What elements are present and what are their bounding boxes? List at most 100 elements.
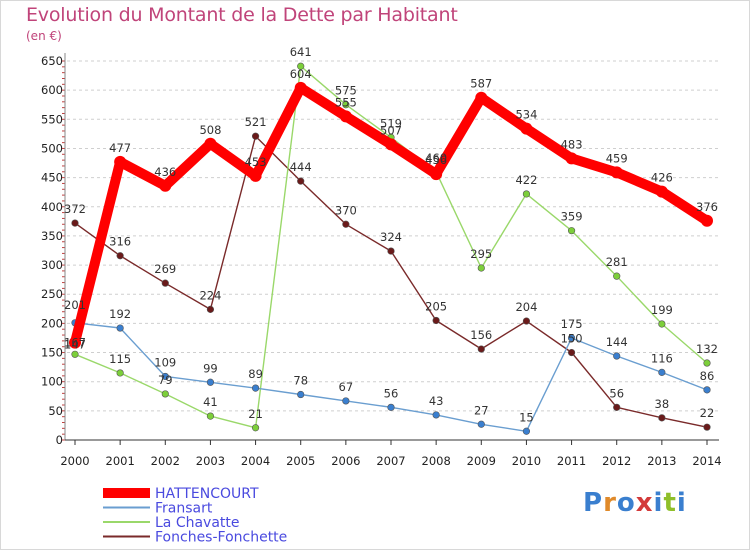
data-point bbox=[385, 138, 397, 151]
data-point bbox=[71, 350, 79, 358]
logo-letter: x bbox=[635, 488, 654, 518]
data-label: 269 bbox=[154, 262, 176, 276]
data-label: 453 bbox=[245, 155, 267, 169]
data-label: 86 bbox=[700, 369, 715, 383]
data-label: 436 bbox=[154, 165, 176, 179]
logo-letter: i bbox=[653, 488, 664, 518]
data-label: 641 bbox=[290, 45, 312, 59]
chart-subtitle: (en €) bbox=[26, 29, 62, 43]
data-label: 21 bbox=[248, 407, 263, 421]
y-tick-label: 550 bbox=[41, 112, 63, 126]
data-point bbox=[703, 386, 711, 394]
data-point bbox=[342, 101, 350, 109]
logo-letter: t bbox=[663, 488, 677, 518]
x-tick-label: 2011 bbox=[557, 454, 586, 468]
data-label: 99 bbox=[203, 361, 218, 375]
data-point bbox=[161, 372, 169, 381]
data-label: 38 bbox=[655, 397, 670, 411]
data-label: 316 bbox=[109, 235, 131, 249]
data-label: 587 bbox=[470, 77, 492, 91]
data-point bbox=[703, 359, 711, 367]
data-point bbox=[114, 155, 127, 168]
data-point bbox=[658, 320, 666, 328]
data-label: 156 bbox=[470, 328, 492, 342]
data-point bbox=[655, 185, 668, 198]
data-label: 204 bbox=[515, 300, 537, 314]
data-point bbox=[116, 252, 124, 260]
data-label: 359 bbox=[561, 210, 583, 224]
data-label: 167 bbox=[64, 336, 86, 350]
data-point bbox=[387, 247, 395, 255]
x-tick-label: 2000 bbox=[60, 454, 89, 468]
legend-label: Fonches-Fonchette bbox=[155, 530, 287, 546]
x-tick-label: 2005 bbox=[286, 454, 315, 468]
data-label: 79 bbox=[158, 373, 173, 387]
data-label: 41 bbox=[203, 395, 218, 409]
data-point bbox=[567, 334, 576, 342]
data-point bbox=[658, 368, 666, 376]
data-label: 444 bbox=[290, 160, 312, 174]
legend-label: HATTENCOURT bbox=[155, 486, 259, 502]
y-tick-label: 100 bbox=[41, 375, 63, 389]
data-label: 192 bbox=[109, 307, 131, 321]
series-line-fonches-fonchette bbox=[209, 135, 708, 428]
y-tick-label: 150 bbox=[41, 346, 63, 360]
data-point bbox=[297, 62, 305, 70]
data-point bbox=[387, 403, 395, 411]
y-tick-label: 300 bbox=[41, 258, 63, 272]
y-tick-label: 650 bbox=[41, 54, 63, 68]
data-label: 295 bbox=[470, 247, 492, 261]
data-label: 372 bbox=[64, 202, 86, 216]
x-tick-label: 2006 bbox=[331, 454, 360, 468]
data-label: 483 bbox=[561, 137, 583, 151]
data-point bbox=[703, 423, 711, 431]
data-point bbox=[477, 264, 485, 272]
proxiti-logo: Proxiti bbox=[583, 488, 687, 518]
x-tick-label: 2012 bbox=[602, 454, 631, 468]
data-point bbox=[342, 397, 350, 405]
data-label: 56 bbox=[609, 386, 624, 400]
data-label: 116 bbox=[651, 351, 673, 365]
data-point bbox=[159, 179, 172, 192]
data-point bbox=[613, 352, 621, 360]
data-label: 324 bbox=[380, 230, 402, 244]
data-label: 604 bbox=[290, 67, 312, 81]
data-label: 67 bbox=[339, 380, 354, 394]
data-point bbox=[567, 348, 576, 357]
y-tick-label: 0 bbox=[56, 433, 63, 447]
data-point bbox=[294, 81, 307, 94]
logo-letter: r bbox=[603, 488, 617, 518]
data-label: 477 bbox=[109, 141, 131, 155]
data-label: 150 bbox=[561, 332, 583, 346]
data-label: 224 bbox=[199, 288, 221, 302]
data-label: 132 bbox=[696, 342, 718, 356]
data-point bbox=[161, 279, 169, 287]
data-label: 460 bbox=[425, 151, 447, 165]
y-tick-label: 450 bbox=[41, 171, 63, 185]
data-label: 534 bbox=[515, 108, 537, 122]
data-point bbox=[613, 272, 621, 280]
data-point bbox=[206, 305, 215, 313]
y-tick-label: 600 bbox=[41, 83, 63, 97]
data-point bbox=[613, 403, 621, 411]
data-point bbox=[522, 427, 531, 435]
x-tick-label: 2003 bbox=[196, 454, 225, 468]
data-point bbox=[610, 166, 623, 179]
data-point bbox=[477, 345, 485, 353]
logo-letter: i bbox=[676, 488, 687, 518]
x-tick-label: 2014 bbox=[692, 454, 721, 468]
data-label: 281 bbox=[606, 255, 628, 269]
data-label: 22 bbox=[700, 406, 715, 420]
data-label: 109 bbox=[154, 355, 176, 369]
x-tick-label: 2013 bbox=[647, 454, 676, 468]
data-point bbox=[701, 214, 713, 227]
data-label: 27 bbox=[474, 403, 489, 417]
x-tick-label: 2001 bbox=[106, 454, 135, 468]
data-point bbox=[251, 132, 260, 140]
data-label: 426 bbox=[651, 171, 673, 185]
data-label: 115 bbox=[109, 352, 131, 366]
data-label: 56 bbox=[384, 386, 399, 400]
data-point bbox=[249, 169, 262, 182]
